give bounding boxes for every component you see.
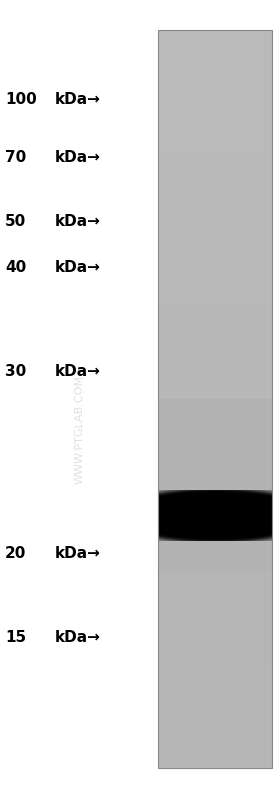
- Text: 40: 40: [5, 260, 26, 275]
- Text: 20: 20: [5, 546, 26, 561]
- Text: kDa→: kDa→: [55, 214, 101, 229]
- Text: 70: 70: [5, 149, 26, 165]
- Text: 15: 15: [5, 630, 26, 646]
- Bar: [158, 30, 272, 768]
- Text: 50: 50: [5, 214, 26, 229]
- Text: WWW.PTGLAB.COM: WWW.PTGLAB.COM: [75, 376, 85, 484]
- Text: kDa→: kDa→: [55, 630, 101, 646]
- Text: kDa→: kDa→: [55, 149, 101, 165]
- Text: kDa→: kDa→: [55, 546, 101, 561]
- Text: kDa→: kDa→: [55, 93, 101, 108]
- Text: 30: 30: [5, 364, 26, 380]
- Text: 100: 100: [5, 93, 37, 108]
- Text: kDa→: kDa→: [55, 364, 101, 380]
- Text: kDa→: kDa→: [55, 260, 101, 275]
